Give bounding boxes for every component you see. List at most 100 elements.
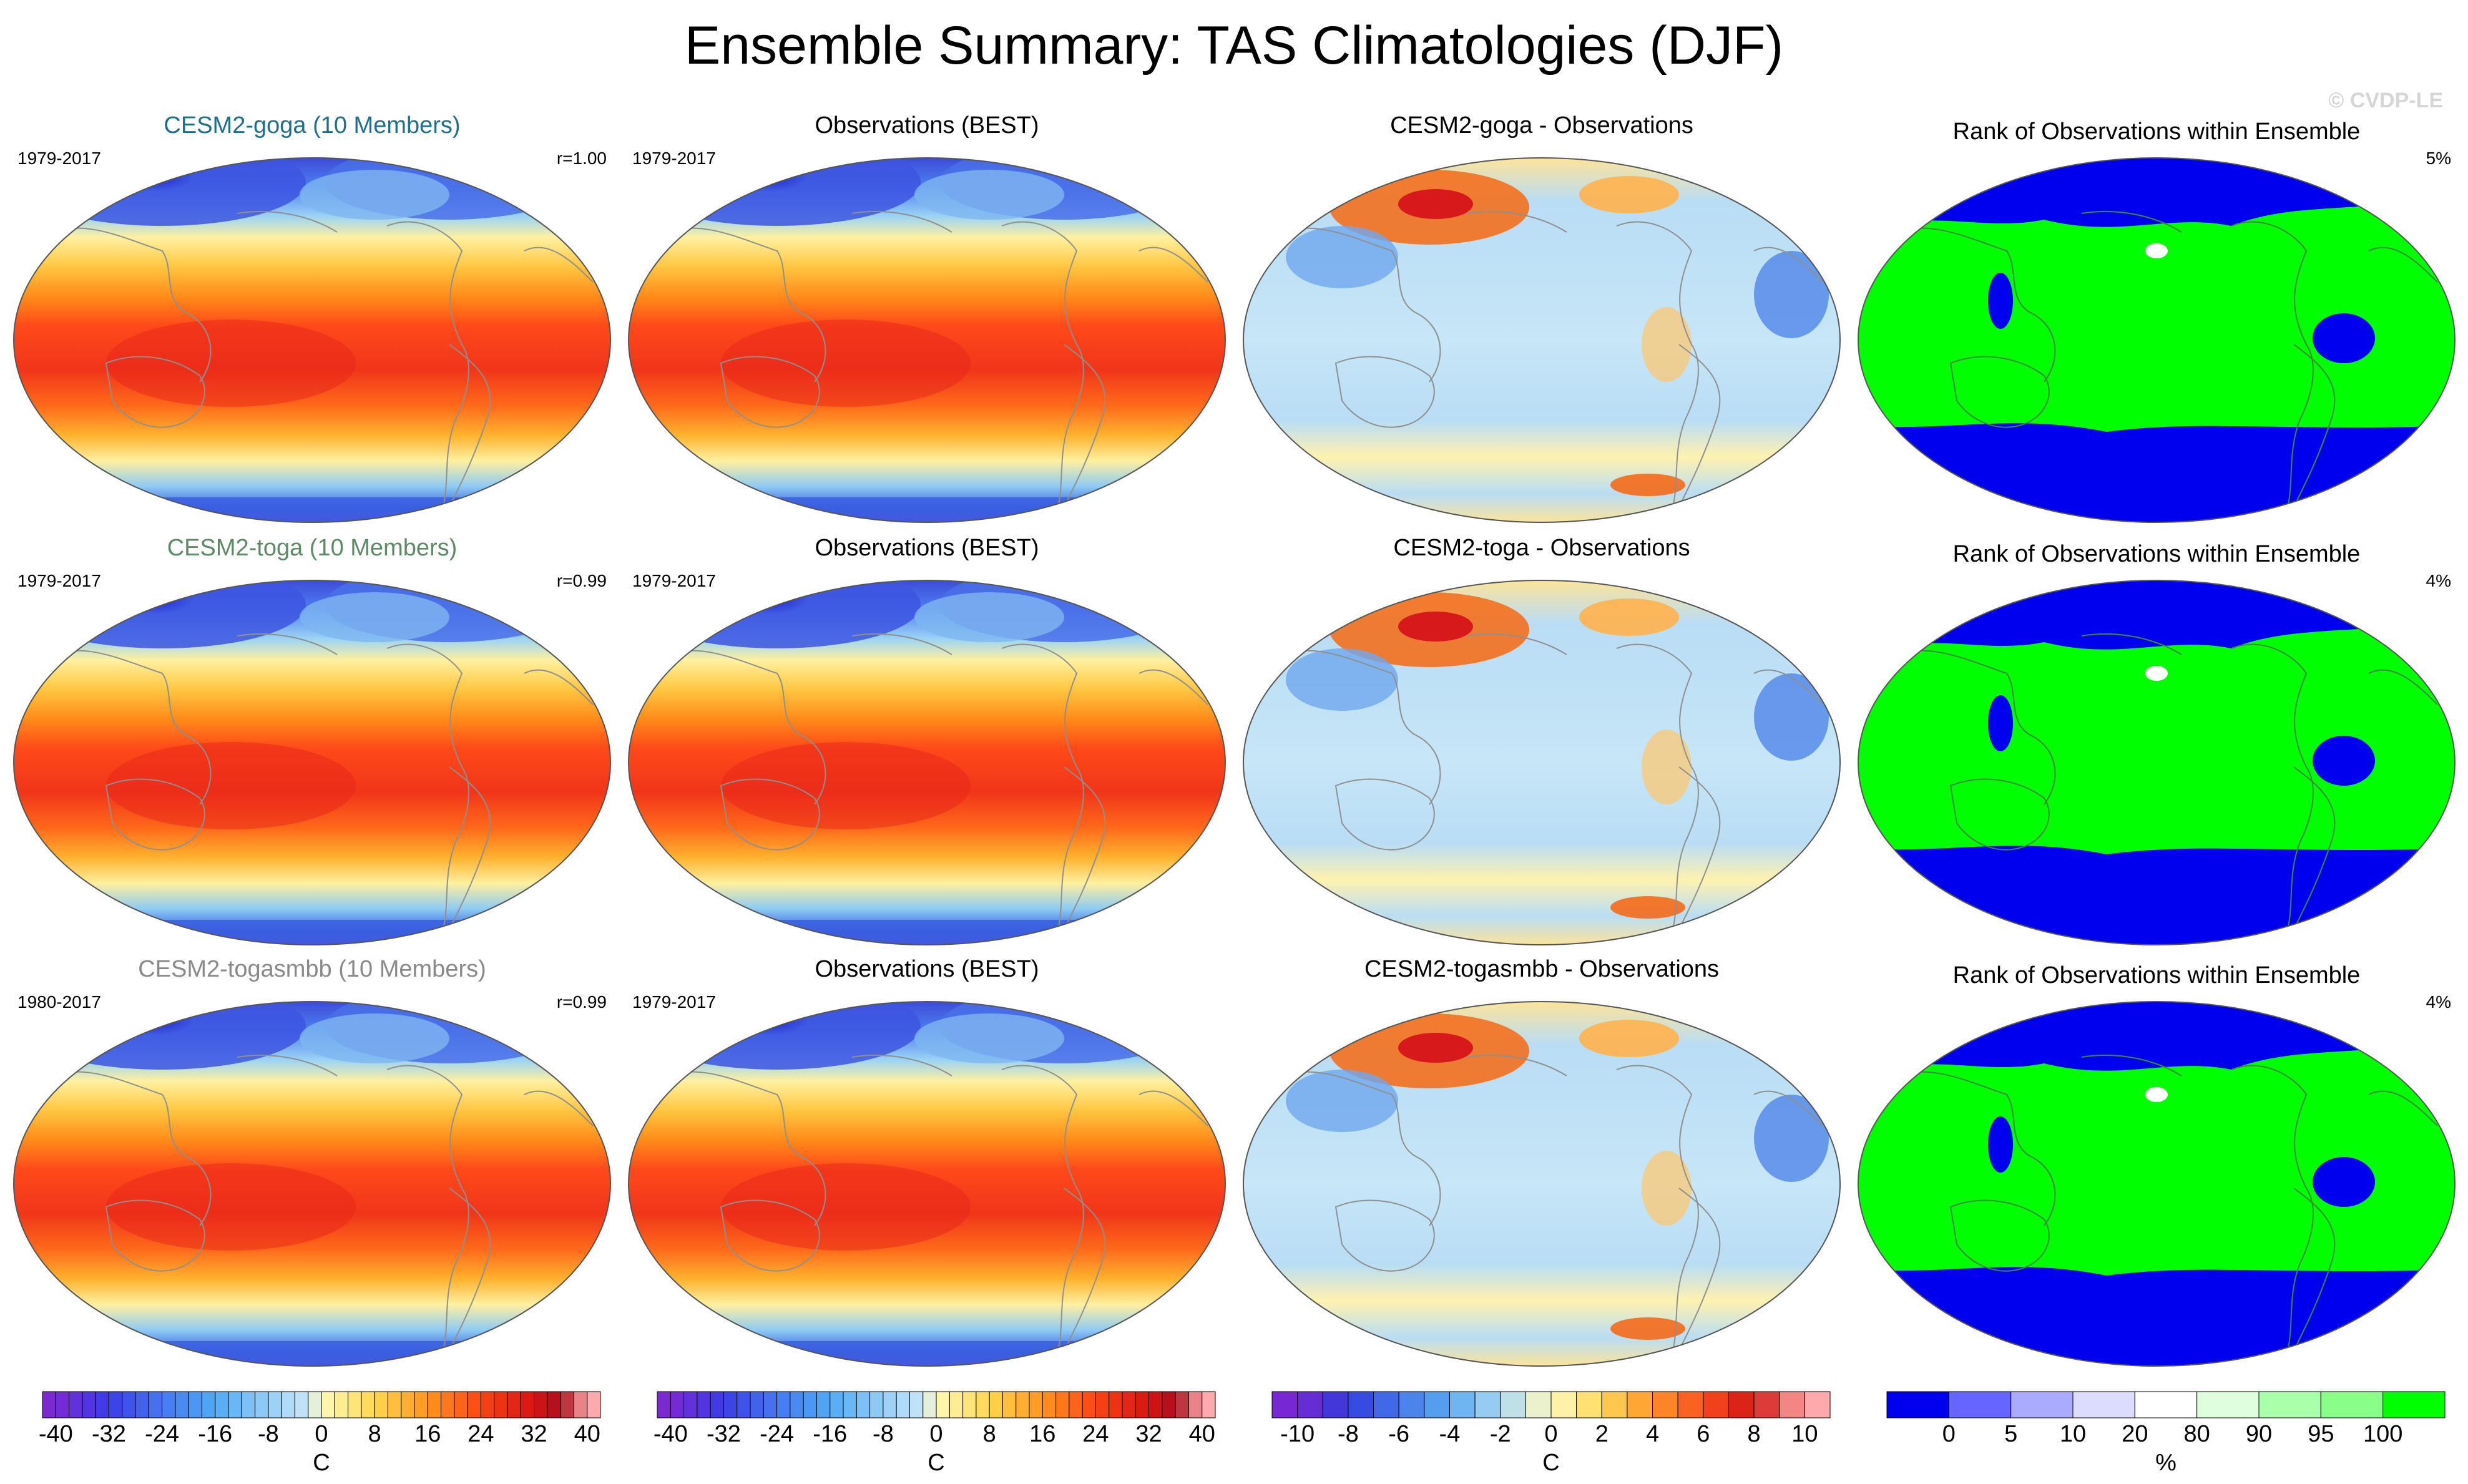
colorbar-bin [334,1391,349,1418]
colorbar-tick-label: -32 [92,1421,126,1447]
colorbar-bin [683,1391,698,1418]
panel-title: Rank of Observations within Ensemble [1952,119,2361,145]
colorbar-tick-label: 24 [1082,1421,1109,1447]
colorbar-bin [1652,1391,1678,1418]
colorbar-bin [108,1391,123,1418]
arctic-warm-bias [1579,1020,1679,1057]
correlation-label: r=0.99 [556,992,607,1012]
colorbar-bin [1373,1391,1399,1418]
land-outline-5 [237,633,338,655]
period-label: 1979-2017 [632,149,716,168]
map-diff [1243,580,1841,945]
colorbar-tick-label: 100 [2363,1421,2402,1447]
panel-rank-row2: Rank of Observations within Ensemble 4% [1851,534,2462,945]
colorbar-bin [776,1391,791,1418]
colorbar-tick-label: 80 [2184,1421,2210,1447]
land-outline-1 [1894,227,2056,383]
colorbar-bin [188,1391,202,1418]
panel-title: CESM2-goga (10 Members) [164,112,461,139]
colorbar-bin [1703,1391,1729,1418]
land-outline-0 [2231,643,2314,930]
colorbar-bin [1148,1391,1163,1418]
colorbar-bin [1271,1391,1298,1418]
land-outline-5 [2081,1054,2182,1076]
panel-rank-row1: Rank of Observations within Ensemble 5% [1851,111,2462,523]
colorbar-bin [55,1391,70,1418]
colorbar-bin [2134,1391,2198,1418]
map-border [1243,580,1841,945]
colorbar-tick-label: 10 [1791,1421,1818,1447]
africa-cool-bias [1754,251,1829,338]
colorbar-bin [1095,1391,1110,1418]
colorbar-tick-label: -16 [813,1421,847,1447]
colorbar-bin [989,1391,1003,1418]
colorbar-bin [308,1391,322,1418]
land-outline-0 [1001,1065,1084,1351]
europe-cool-bias [1286,226,1398,288]
land-outline-0 [1001,643,1084,930]
map-border [628,1001,1226,1367]
colorbar-tick-label: -2 [1490,1421,1511,1447]
map-border [13,157,611,523]
land-outline-2 [2293,344,2336,507]
colorbar-bin [1055,1391,1070,1418]
colorbar-tick-label: 2 [1595,1421,1609,1447]
colorbar-bin [1322,1391,1349,1418]
colorbar-bin [547,1391,561,1418]
rank-low-patch [2313,313,2375,363]
panel-model-row1: CESM2-goga (10 Members) 1979-2017 r=1.00 [6,111,618,523]
antarctic-cold-region [14,920,610,945]
colorbar-bin [1029,1391,1043,1418]
land-outline-2 [1678,766,1721,930]
colorbar-difference: -10 -8 -6 -4 -2 0 2 4 6 8 10 C [1267,1387,1835,1480]
colorbar-tick-label: 95 [2308,1421,2334,1447]
andes-warm-bias [1642,1151,1692,1226]
land-outline-1 [49,650,212,805]
warm-pool [106,742,356,829]
colorbar-unit-label: % [2155,1450,2177,1476]
colorbar-bin [923,1391,937,1418]
warm-pool [721,320,971,407]
colorbar-bin [560,1391,574,1418]
pacific-cool-region [300,170,449,220]
land-outline-1 [1279,650,1441,805]
antarctic-cold-region [629,1341,1225,1366]
land-outline-5 [2081,210,2182,233]
colorbar-bin [856,1391,871,1418]
colorbar-bin [1348,1391,1374,1418]
map-border [13,1001,611,1367]
colorbar-bin [1042,1391,1057,1418]
colorbar-bin [507,1391,521,1418]
rank-mid-patch [2145,666,2168,681]
land-outline-0 [1616,643,1699,930]
panel-obs-row2: Observations (BEST) 1979-2017 [621,534,1233,945]
colorbar-bin [670,1391,685,1418]
colorbar-bin [494,1391,508,1418]
colorbar-tick-label: 16 [414,1421,441,1447]
colorbar-bin [1500,1391,1526,1418]
rank-mid-patch [2145,243,2168,258]
map-border [13,580,611,945]
colorbar-bin [1135,1391,1150,1418]
land-outline-4 [1753,247,1823,283]
colorbar-rank: 0 5 10 20 80 90 95 100% [1882,1387,2450,1480]
antarctic-cold-region [14,1341,610,1366]
colorbar-bin [1016,1391,1030,1418]
land-outline-4 [524,247,594,283]
land-outline-5 [1466,210,1567,233]
colorbar-bin [1474,1391,1501,1418]
panel-diff-row2: CESM2-toga - Observations [1236,534,1848,945]
colorbar-tick-label: -10 [1280,1421,1315,1447]
land-outline-0 [386,643,469,930]
period-label: 1979-2017 [17,571,101,590]
rank-low-south [1858,1267,2455,1366]
africa-cool-bias [1754,1095,1829,1182]
colorbar-bin [520,1391,535,1418]
colorbar-bin [1550,1391,1577,1418]
colorbar-bin [883,1391,897,1418]
panel-title: CESM2-toga - Observations [1393,535,1690,561]
land-outline-2 [1064,1188,1106,1351]
period-label: 1979-2017 [632,571,716,590]
panel-title: Rank of Observations within Ensemble [1952,962,2361,989]
colorbar-tick-label: -24 [760,1421,794,1447]
